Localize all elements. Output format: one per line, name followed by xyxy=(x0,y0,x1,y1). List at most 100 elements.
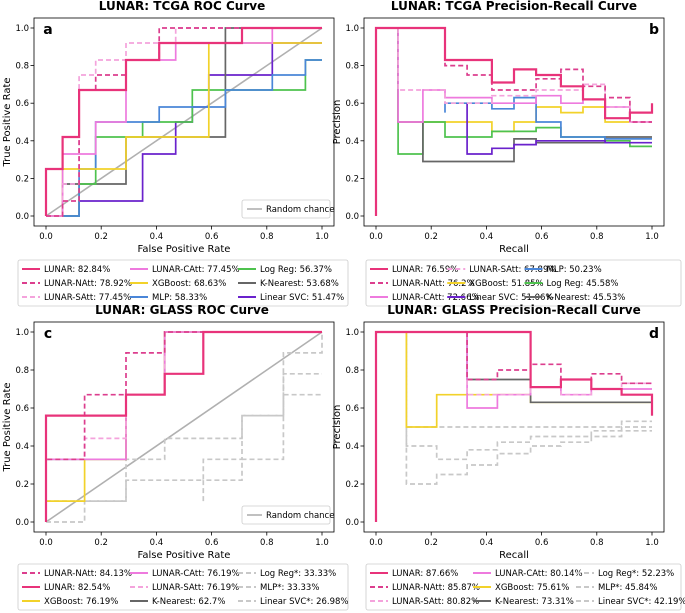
legend-label: LUNAR: 82.54% xyxy=(44,583,110,593)
plot-area xyxy=(44,26,323,217)
plot-frame xyxy=(33,321,335,533)
x-tick-label: 1.0 xyxy=(645,538,659,548)
chance-legend-box xyxy=(241,505,331,525)
y-tick-label: 0.4 xyxy=(15,442,29,452)
series-line-dashed-grey xyxy=(375,331,652,522)
series-line-lunar-satt xyxy=(46,27,322,217)
legend-label: K-Nearest: 53.68% xyxy=(260,279,339,289)
legend-label: K-Nearest: 62.7% xyxy=(152,597,225,607)
series-line-lunar xyxy=(44,26,322,216)
legend-box xyxy=(17,259,349,307)
x-tick-label: 0.4 xyxy=(480,538,494,548)
y-axis-label: True Positive Rate xyxy=(2,382,13,472)
series-line-k-nearest xyxy=(466,332,653,416)
series-line-dashed-grey xyxy=(202,332,323,502)
legend-label: MLP*: 45.84% xyxy=(598,583,657,593)
panel-label: b xyxy=(649,22,659,38)
plot-frame xyxy=(33,17,335,227)
legend-label: XGBoost: 68.63% xyxy=(152,279,226,289)
y-tick-label: 1.0 xyxy=(345,328,359,338)
y-tick-label: 0.2 xyxy=(345,174,359,184)
y-tick-label: 1.0 xyxy=(15,24,29,34)
legend-label: MLP: 50.23% xyxy=(547,265,602,275)
glass-pr-chart: LUNAR: GLASS Precision-Recall Curve 0.0 0.… xyxy=(332,303,685,611)
x-tick-label: 0.0 xyxy=(39,538,53,548)
y-axis-label: Precision xyxy=(332,100,343,145)
y-tick-label: 0.0 xyxy=(15,212,29,222)
series-line-log-reg xyxy=(46,59,322,217)
legend-label: LUNAR: 82.84% xyxy=(44,265,110,275)
x-axis-label: False Positive Rate xyxy=(138,244,231,255)
series-line-dashed-grey xyxy=(405,427,652,461)
legend-label: Log Reg*: 33.33% xyxy=(260,569,336,579)
chance-legend-label: Random chance xyxy=(266,511,334,521)
series-line-dashed-grey xyxy=(46,372,322,523)
legend-box xyxy=(17,563,349,611)
y-tick-label: 0.2 xyxy=(15,480,29,490)
plot-frame xyxy=(363,17,665,227)
x-tick-label: 0.4 xyxy=(150,232,164,242)
panel-label: c xyxy=(44,326,52,342)
y-tick-label: 1.0 xyxy=(15,328,29,338)
series-line-lunar xyxy=(44,330,322,522)
series-line-lunar-satt xyxy=(466,332,652,396)
legend-label: K-Nearest: 45.53% xyxy=(547,293,626,303)
y-tick-label: 0.4 xyxy=(345,137,359,147)
y-tick-label: 0.2 xyxy=(15,174,29,184)
y-tick-label: 0.8 xyxy=(345,62,359,72)
legend-label: MLP*: 33.33% xyxy=(260,583,319,593)
series-line-lunar-satt xyxy=(397,28,652,123)
series-line-log-reg xyxy=(397,28,652,155)
series-line-lunar-catt xyxy=(397,28,652,123)
legend-label: Linear SVC: 51.06% xyxy=(469,293,553,303)
series-line-linear-svc xyxy=(466,103,652,155)
x-tick-label: 0.6 xyxy=(535,232,549,242)
plot-area xyxy=(44,330,323,523)
series-line-lunar-natt xyxy=(444,46,652,123)
legend-label: Log Reg: 45.58% xyxy=(547,279,619,289)
legend-label: Linear SVC: 51.47% xyxy=(260,293,344,303)
x-tick-label: 0.8 xyxy=(590,538,604,548)
legend-label: LUNAR-SAtt: 77.45% xyxy=(44,293,131,303)
legend-box xyxy=(365,259,682,307)
x-axis-label: Recall xyxy=(499,244,529,255)
random-chance-line xyxy=(45,331,323,523)
y-tick-label: 0.0 xyxy=(345,518,359,528)
legend-label: LUNAR-NAtt: 85.87% xyxy=(392,583,480,593)
legend-label: LUNAR-SAtt: 80.82% xyxy=(392,597,479,607)
x-tick-label: 1.0 xyxy=(645,232,659,242)
chart-title: LUNAR: TCGA ROC Curve xyxy=(99,0,265,13)
x-tick-label: 0.0 xyxy=(369,232,383,242)
y-tick-label: 1.0 xyxy=(345,24,359,34)
x-tick-label: 0.2 xyxy=(94,232,108,242)
legend-label: LUNAR-NAtt: 76.2% xyxy=(392,279,475,289)
legend-label: LUNAR-NAtt: 78.92% xyxy=(44,279,132,289)
legend-box xyxy=(365,563,682,611)
legend-label: LUNAR-SAtt: 76.19% xyxy=(152,583,239,593)
y-axis-label: Precision xyxy=(332,405,343,450)
y-tick-label: 0.4 xyxy=(15,137,29,147)
series-line-mlp xyxy=(46,59,322,217)
x-tick-label: 0.4 xyxy=(150,538,164,548)
y-tick-label: 0.0 xyxy=(15,518,29,528)
x-tick-label: 0.8 xyxy=(260,538,274,548)
legend-label: Linear SVC*: 26.98% xyxy=(260,597,349,607)
x-tick-label: 0.6 xyxy=(205,232,219,242)
y-tick-label: 0.4 xyxy=(345,442,359,452)
legend-label: XGBoost: 75.61% xyxy=(495,583,569,593)
y-tick-label: 0.8 xyxy=(15,62,29,72)
legend-label: Log Reg*: 52.23% xyxy=(598,569,674,579)
x-tick-label: 0.8 xyxy=(590,232,604,242)
chart-title: LUNAR: GLASS Precision-Recall Curve xyxy=(387,303,641,317)
y-axis-label: True Positive Rate xyxy=(2,77,13,167)
plot-frame xyxy=(363,321,665,533)
x-axis-label: Recall xyxy=(499,550,529,561)
chance-legend-box xyxy=(241,199,331,219)
legend-label: LUNAR-CAtt: 76.19% xyxy=(152,569,240,579)
legend-label: LUNAR-NAtt: 84.13% xyxy=(44,569,132,579)
plot-area xyxy=(374,330,654,522)
legend-label: XGBoost: 76.19% xyxy=(44,597,118,607)
x-tick-label: 0.6 xyxy=(535,538,549,548)
series-line-lunar xyxy=(374,330,654,522)
